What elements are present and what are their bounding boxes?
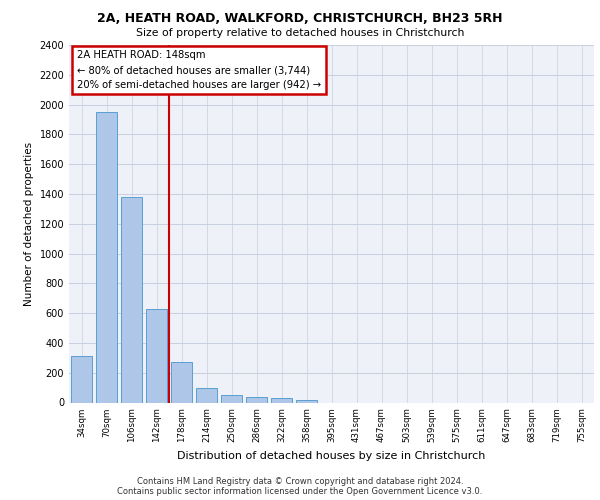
Bar xyxy=(296,400,317,402)
Bar xyxy=(271,398,292,402)
Bar xyxy=(121,197,142,402)
Text: 2A, HEATH ROAD, WALKFORD, CHRISTCHURCH, BH23 5RH: 2A, HEATH ROAD, WALKFORD, CHRISTCHURCH, … xyxy=(97,12,503,26)
Bar xyxy=(196,388,217,402)
Text: Size of property relative to detached houses in Christchurch: Size of property relative to detached ho… xyxy=(136,28,464,38)
Bar xyxy=(221,396,242,402)
Text: Contains HM Land Registry data © Crown copyright and database right 2024.: Contains HM Land Registry data © Crown c… xyxy=(137,477,463,486)
Text: 2A HEATH ROAD: 148sqm
← 80% of detached houses are smaller (3,744)
20% of semi-d: 2A HEATH ROAD: 148sqm ← 80% of detached … xyxy=(77,50,321,90)
Bar xyxy=(146,308,167,402)
Bar xyxy=(246,398,267,402)
X-axis label: Distribution of detached houses by size in Christchurch: Distribution of detached houses by size … xyxy=(178,450,485,460)
Text: Contains public sector information licensed under the Open Government Licence v3: Contains public sector information licen… xyxy=(118,487,482,496)
Y-axis label: Number of detached properties: Number of detached properties xyxy=(24,142,34,306)
Bar xyxy=(71,356,92,403)
Bar xyxy=(96,112,117,403)
Bar xyxy=(171,362,192,403)
